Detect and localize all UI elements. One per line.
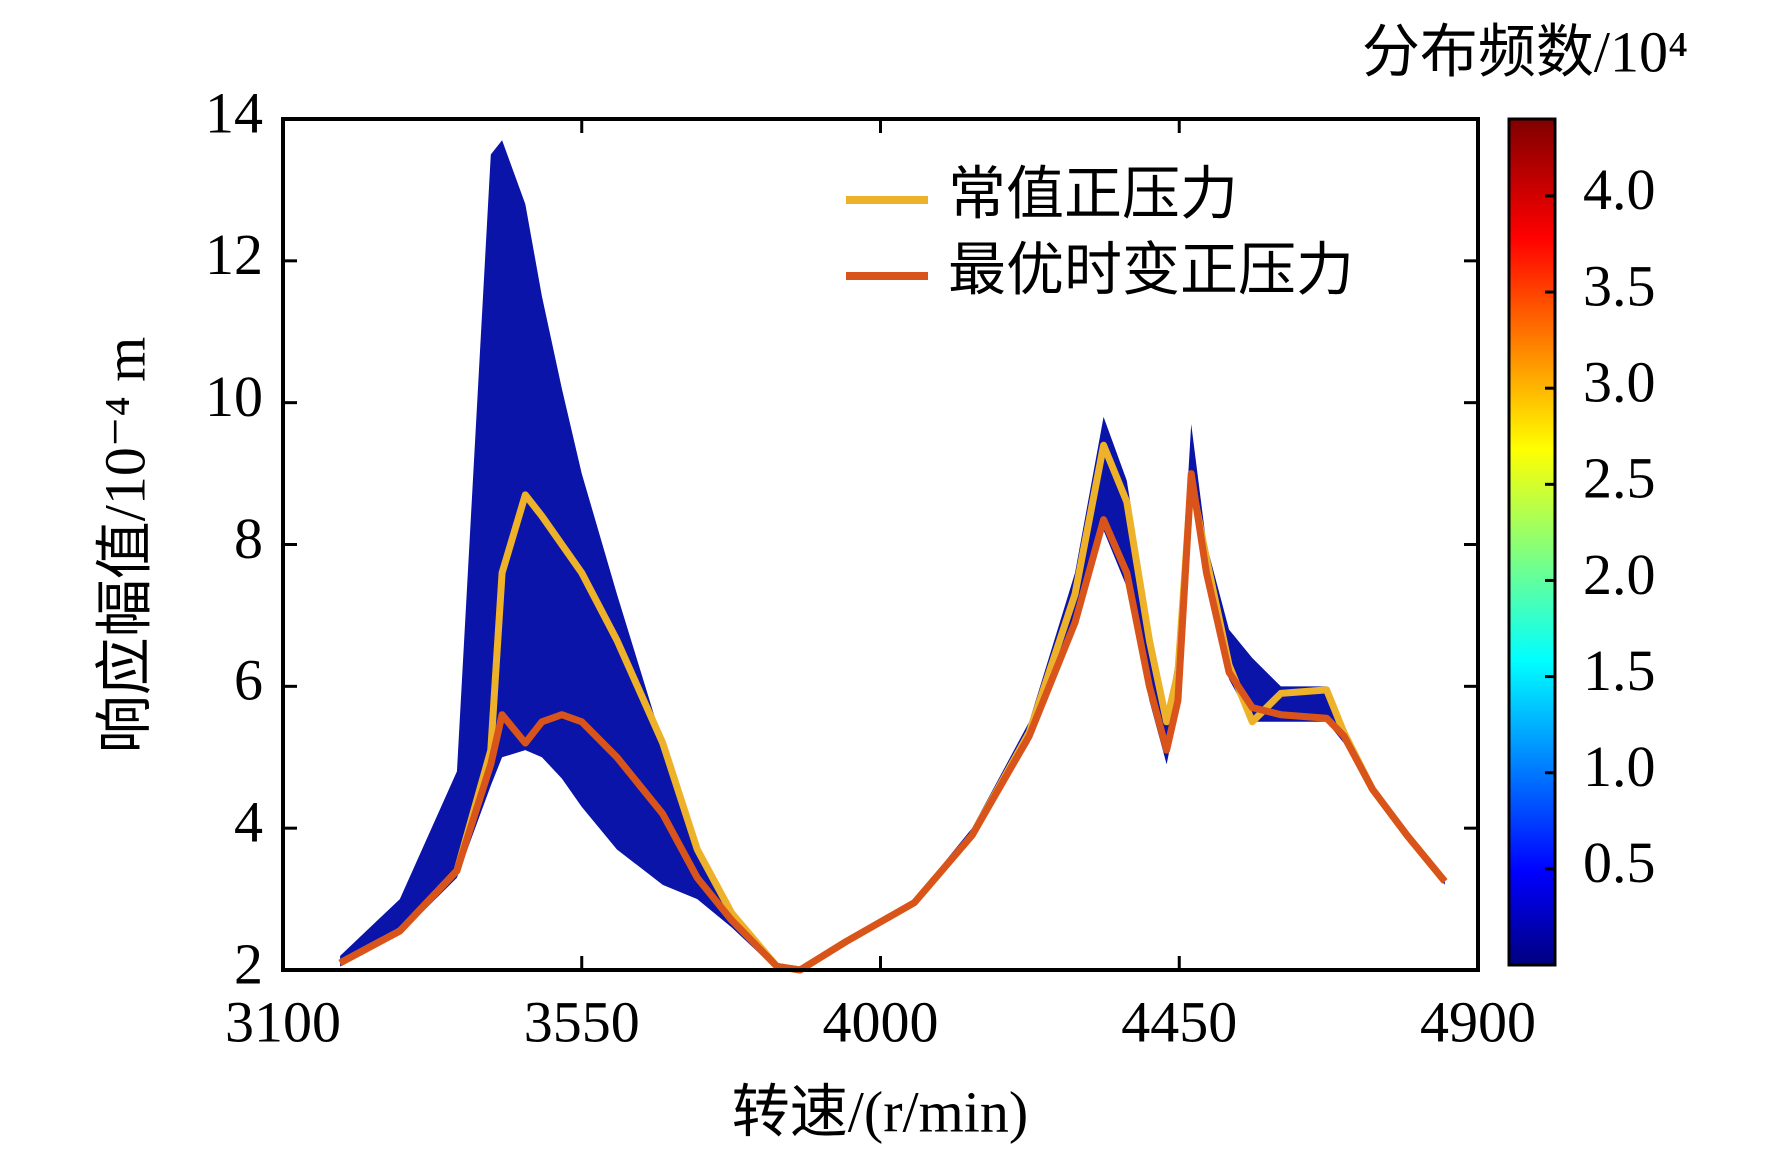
- series-line: [338, 470, 1448, 974]
- colorbar-tick-label: 3.0: [1583, 349, 1656, 414]
- y-tick-label: 6: [234, 648, 263, 713]
- x-tick-label: 4450: [1121, 989, 1237, 1054]
- colorbar-tick-label: 0.5: [1583, 830, 1656, 895]
- colorbar-tick-label: 1.5: [1583, 638, 1656, 703]
- y-axis-label: 响应幅值/10⁻⁴ m: [92, 337, 157, 754]
- y-tick-label: 10: [205, 364, 263, 429]
- x-tick-label: 4900: [1420, 989, 1536, 1054]
- x-tick-label: 3550: [524, 989, 640, 1054]
- colorbar-tick-label: 1.0: [1583, 734, 1656, 799]
- colorbar-title: 分布频数/10⁴: [1362, 19, 1688, 84]
- y-tick-label: 2: [234, 931, 263, 996]
- x-tick-label: 3100: [225, 989, 341, 1054]
- legend-label: 常值正压力: [948, 161, 1238, 226]
- colorbar-tick-label: 3.5: [1583, 253, 1656, 318]
- colorbar-tick-label: 4.0: [1583, 157, 1656, 222]
- legend-label: 最优时变正压力: [948, 237, 1354, 302]
- x-tick-label: 4000: [823, 989, 939, 1054]
- y-tick-label: 14: [205, 80, 263, 145]
- colorbar-tick-label: 2.0: [1583, 542, 1656, 607]
- colorbar: [1507, 117, 1557, 967]
- y-tick-label: 4: [234, 789, 263, 854]
- y-tick-label: 8: [234, 506, 263, 571]
- colorbar-tick-label: 2.5: [1583, 446, 1656, 511]
- y-tick-label: 12: [205, 222, 263, 287]
- density-area: [340, 140, 1445, 970]
- x-axis-label: 转速/(r/min): [732, 1079, 1028, 1144]
